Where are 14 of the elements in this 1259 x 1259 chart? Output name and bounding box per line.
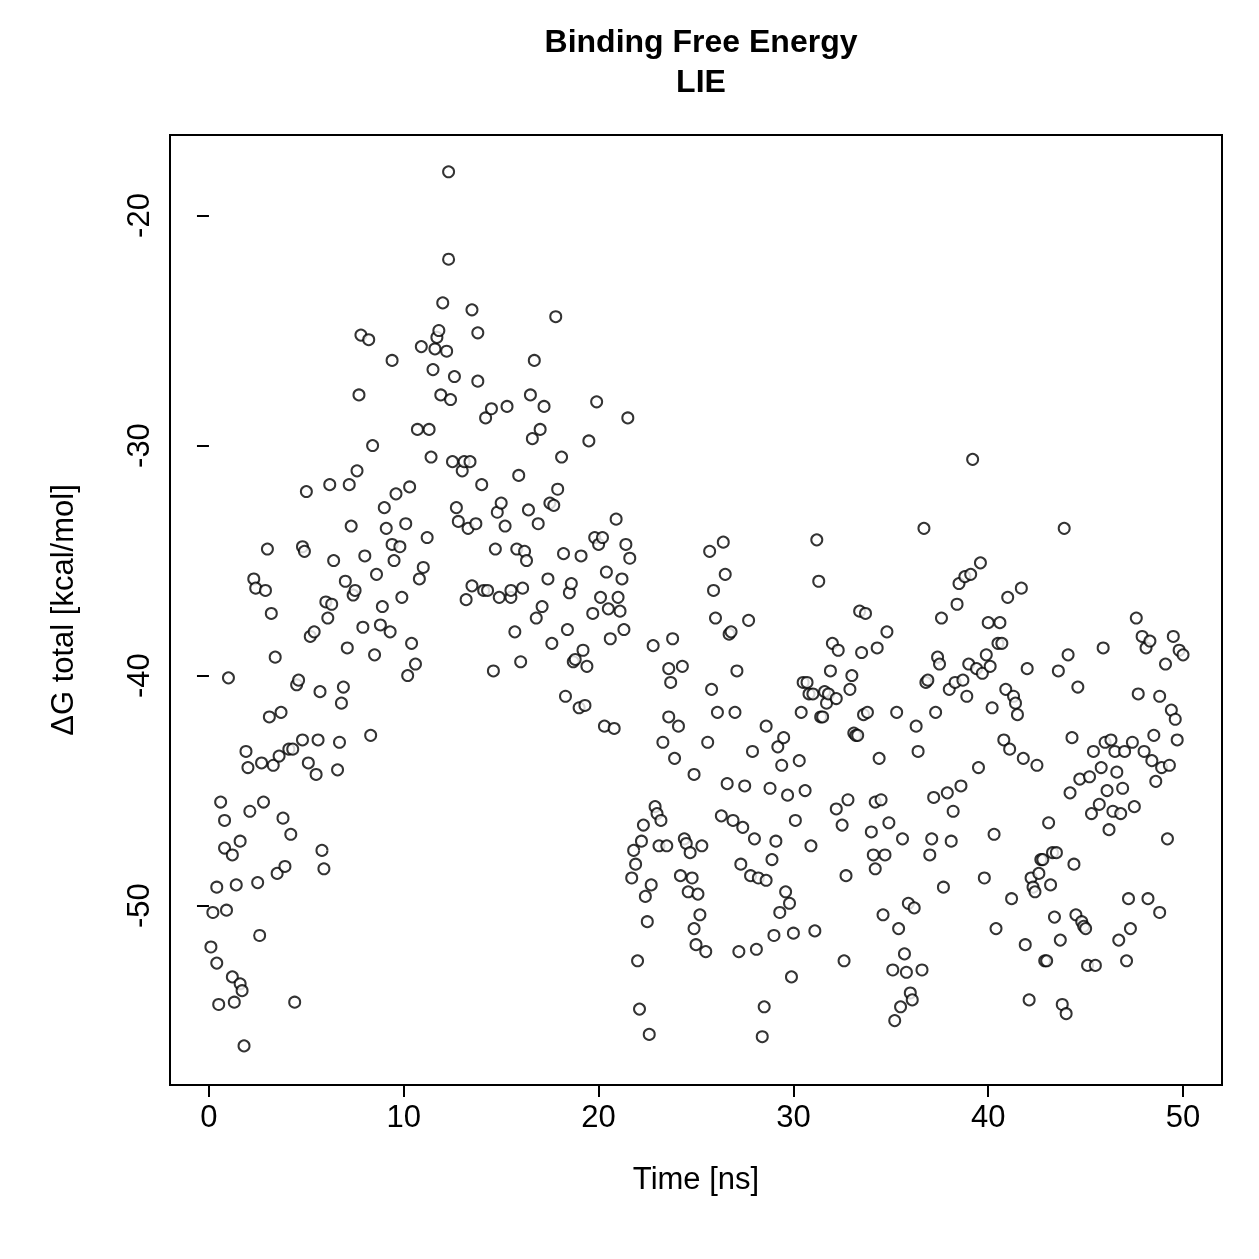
x-axis-title: Time [ns] (632, 1161, 760, 1196)
y-tick-label: -20 (121, 193, 156, 238)
x-tick-label: 20 (581, 1099, 616, 1134)
y-tick-label: -50 (121, 883, 156, 928)
y-tick-label: -30 (121, 423, 156, 468)
x-tick-label: 30 (776, 1099, 811, 1134)
y-tick-label: -40 (121, 653, 156, 698)
chart-subtitle: LIE (676, 63, 726, 99)
x-tick-label: 50 (1165, 1099, 1201, 1134)
chart-title: Binding Free Energy (544, 23, 858, 59)
y-axis-title: ΔG total [kcal/mol] (45, 484, 80, 736)
x-tick-label: 40 (970, 1099, 1006, 1134)
x-tick-label: 0 (200, 1099, 218, 1134)
x-tick-label: 10 (386, 1099, 422, 1134)
